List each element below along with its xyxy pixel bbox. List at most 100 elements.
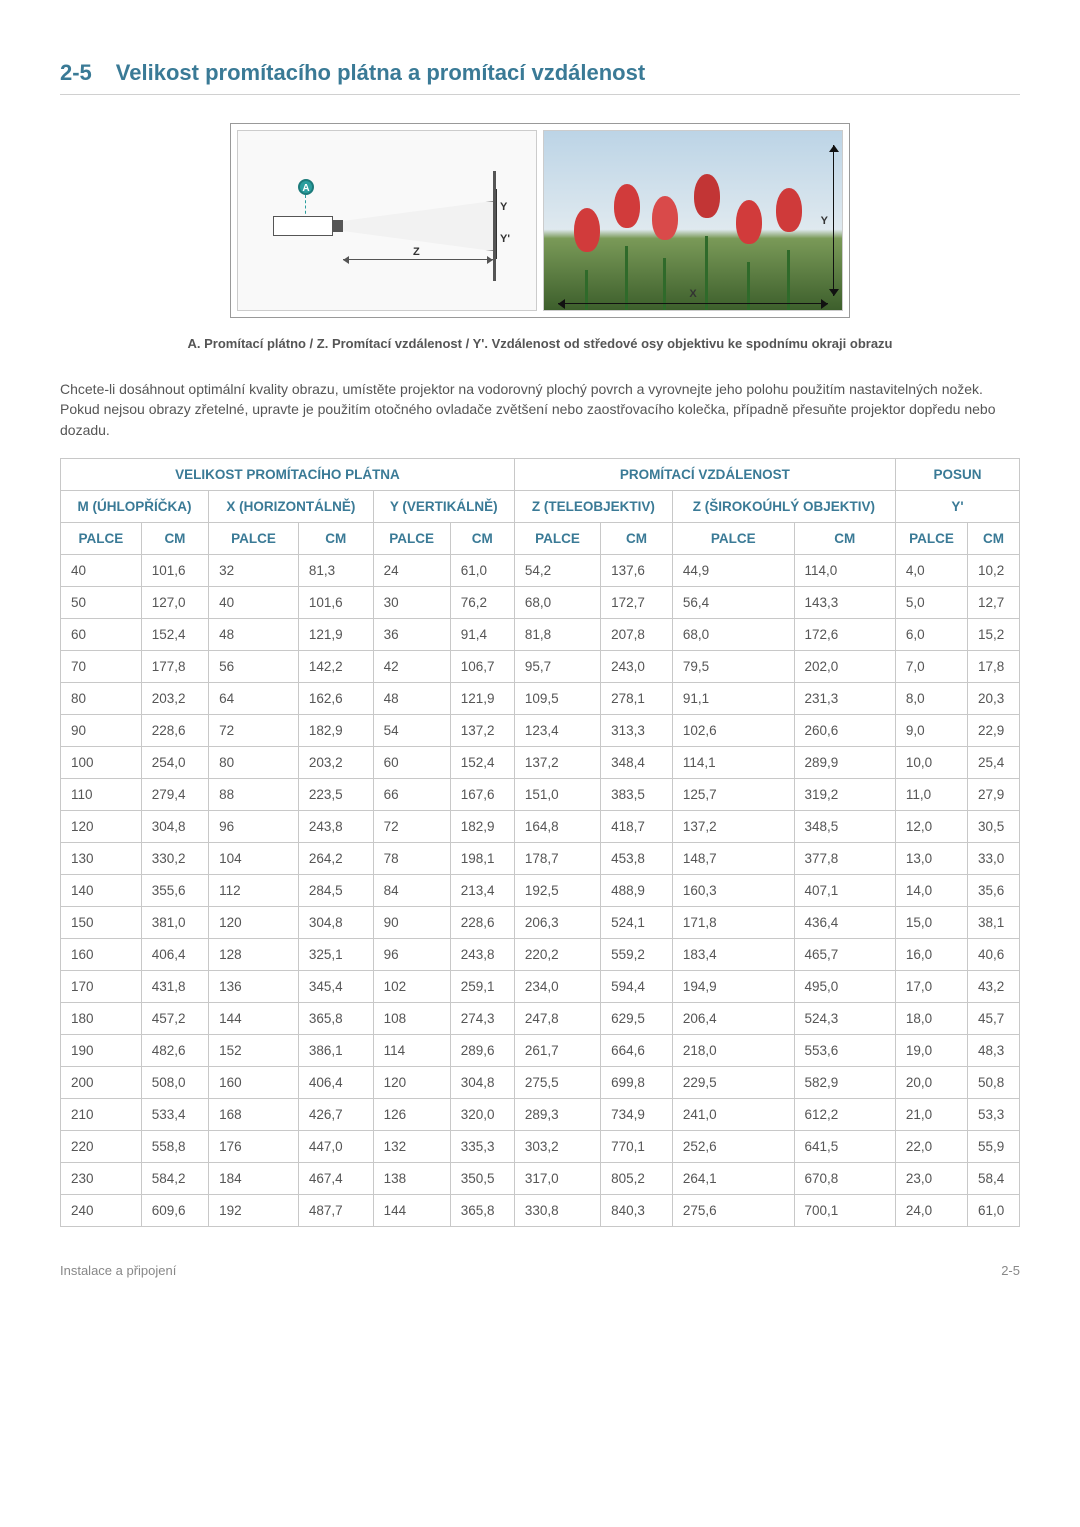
table-cell: 203,2 bbox=[141, 682, 208, 714]
footer-right: 2-5 bbox=[1001, 1263, 1020, 1278]
tulip-stem bbox=[625, 246, 628, 310]
table-row: 190482,6152386,1114289,6261,7664,6218,05… bbox=[61, 1034, 1020, 1066]
table-cell: 142,2 bbox=[298, 650, 373, 682]
tulip-flower bbox=[574, 208, 600, 252]
table-cell: 48 bbox=[373, 682, 450, 714]
table-cell: 48 bbox=[209, 618, 299, 650]
table-row: 160406,4128325,196243,8220,2559,2183,446… bbox=[61, 938, 1020, 970]
table-cell: 247,8 bbox=[514, 1002, 600, 1034]
unit-header: CM bbox=[794, 522, 895, 554]
table-cell: 61,0 bbox=[450, 554, 514, 586]
table-cell: 120 bbox=[61, 810, 142, 842]
table-cell: 274,3 bbox=[450, 1002, 514, 1034]
table-cell: 25,4 bbox=[968, 746, 1020, 778]
table-cell: 56 bbox=[209, 650, 299, 682]
table-cell: 734,9 bbox=[601, 1098, 673, 1130]
heading-number: 2-5 bbox=[60, 60, 92, 86]
table-cell: 213,4 bbox=[450, 874, 514, 906]
table-row: 40101,63281,32461,054,2137,644,9114,04,0… bbox=[61, 554, 1020, 586]
param-header: Z (TELEOBJEKTIV) bbox=[514, 490, 672, 522]
table-cell: 54 bbox=[373, 714, 450, 746]
table-cell: 36 bbox=[373, 618, 450, 650]
table-cell: 127,0 bbox=[141, 586, 208, 618]
table-cell: 467,4 bbox=[298, 1162, 373, 1194]
param-header: Z (ŠIROKOÚHLÝ OBJEKTIV) bbox=[672, 490, 895, 522]
unit-header: CM bbox=[968, 522, 1020, 554]
table-cell: 261,7 bbox=[514, 1034, 600, 1066]
table-cell: 183,4 bbox=[672, 938, 794, 970]
table-cell: 228,6 bbox=[141, 714, 208, 746]
table-row: 210533,4168426,7126320,0289,3734,9241,06… bbox=[61, 1098, 1020, 1130]
table-cell: 144 bbox=[209, 1002, 299, 1034]
table-cell: 252,6 bbox=[672, 1130, 794, 1162]
diagram-right-panel: X Y bbox=[543, 130, 843, 311]
table-cell: 203,2 bbox=[298, 746, 373, 778]
table-cell: 254,0 bbox=[141, 746, 208, 778]
z-label: Z bbox=[413, 246, 420, 258]
table-cell: 383,5 bbox=[601, 778, 673, 810]
table-cell: 319,2 bbox=[794, 778, 895, 810]
heading-title: Velikost promítacího plátna a promítací … bbox=[116, 60, 645, 86]
table-row: 240609,6192487,7144365,8330,8840,3275,67… bbox=[61, 1194, 1020, 1226]
table-cell: 284,5 bbox=[298, 874, 373, 906]
table-cell: 495,0 bbox=[794, 970, 895, 1002]
table-cell: 102,6 bbox=[672, 714, 794, 746]
param-header-row: M (ÚHLOPŘÍČKA)X (HORIZONTÁLNĚ)Y (VERTIKÁ… bbox=[61, 490, 1020, 522]
table-row: 80203,264162,648121,9109,5278,191,1231,3… bbox=[61, 682, 1020, 714]
table-cell: 553,6 bbox=[794, 1034, 895, 1066]
table-cell: 18,0 bbox=[895, 1002, 967, 1034]
table-cell: 38,1 bbox=[968, 906, 1020, 938]
table-cell: 182,9 bbox=[450, 810, 514, 842]
table-body: 40101,63281,32461,054,2137,644,9114,04,0… bbox=[61, 554, 1020, 1226]
table-cell: 81,8 bbox=[514, 618, 600, 650]
table-cell: 108 bbox=[373, 1002, 450, 1034]
table-cell: 160,3 bbox=[672, 874, 794, 906]
table-cell: 436,4 bbox=[794, 906, 895, 938]
table-cell: 508,0 bbox=[141, 1066, 208, 1098]
table-cell: 144 bbox=[373, 1194, 450, 1226]
table-cell: 72 bbox=[209, 714, 299, 746]
table-cell: 50,8 bbox=[968, 1066, 1020, 1098]
table-cell: 289,6 bbox=[450, 1034, 514, 1066]
table-cell: 68,0 bbox=[514, 586, 600, 618]
table-cell: 126 bbox=[373, 1098, 450, 1130]
table-cell: 45,7 bbox=[968, 1002, 1020, 1034]
table-cell: 275,6 bbox=[672, 1194, 794, 1226]
beam-icon bbox=[343, 201, 493, 251]
table-cell: 95,7 bbox=[514, 650, 600, 682]
tulip-flower bbox=[776, 188, 802, 232]
table-cell: 488,9 bbox=[601, 874, 673, 906]
table-cell: 406,4 bbox=[141, 938, 208, 970]
table-cell: 137,6 bbox=[601, 554, 673, 586]
table-cell: 30,5 bbox=[968, 810, 1020, 842]
table-cell: 70 bbox=[61, 650, 142, 682]
table-cell: 112 bbox=[209, 874, 299, 906]
table-cell: 152,4 bbox=[141, 618, 208, 650]
table-cell: 121,9 bbox=[450, 682, 514, 714]
table-cell: 335,3 bbox=[450, 1130, 514, 1162]
table-cell: 168 bbox=[209, 1098, 299, 1130]
table-cell: 350,5 bbox=[450, 1162, 514, 1194]
table-cell: 304,8 bbox=[298, 906, 373, 938]
table-cell: 137,2 bbox=[450, 714, 514, 746]
table-cell: 130 bbox=[61, 842, 142, 874]
group-header: VELIKOST PROMÍTACÍHO PLÁTNA bbox=[61, 458, 515, 490]
table-cell: 152,4 bbox=[450, 746, 514, 778]
table-cell: 80 bbox=[209, 746, 299, 778]
table-cell: 172,6 bbox=[794, 618, 895, 650]
unit-header: PALCE bbox=[672, 522, 794, 554]
table-cell: 78 bbox=[373, 842, 450, 874]
table-cell: 840,3 bbox=[601, 1194, 673, 1226]
table-cell: 8,0 bbox=[895, 682, 967, 714]
table-cell: 23,0 bbox=[895, 1162, 967, 1194]
table-cell: 243,8 bbox=[298, 810, 373, 842]
table-cell: 84 bbox=[373, 874, 450, 906]
table-cell: 14,0 bbox=[895, 874, 967, 906]
table-cell: 60 bbox=[373, 746, 450, 778]
table-cell: 17,8 bbox=[968, 650, 1020, 682]
table-cell: 114 bbox=[373, 1034, 450, 1066]
table-cell: 182,9 bbox=[298, 714, 373, 746]
table-cell: 313,3 bbox=[601, 714, 673, 746]
tulip-flower bbox=[736, 200, 762, 244]
unit-header: PALCE bbox=[209, 522, 299, 554]
